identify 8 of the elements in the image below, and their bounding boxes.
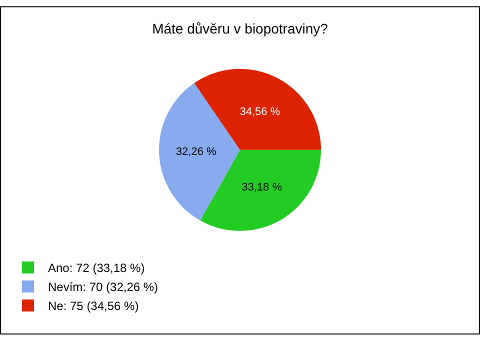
data-label: 33,18 % [242,181,282,194]
legend-label: Ano: 72 (33,18 %) [48,261,145,276]
legend-label: Ne: 75 (34,56 %) [48,299,139,314]
legend-label: Nevím: 70 (32,26 %) [48,280,158,294]
chart-title: Máte důvěru v biopotraviny? [152,20,328,36]
data-label: 32,26 % [176,146,217,158]
pie-slice [159,83,240,220]
data-label: 34,56 % [240,106,280,118]
